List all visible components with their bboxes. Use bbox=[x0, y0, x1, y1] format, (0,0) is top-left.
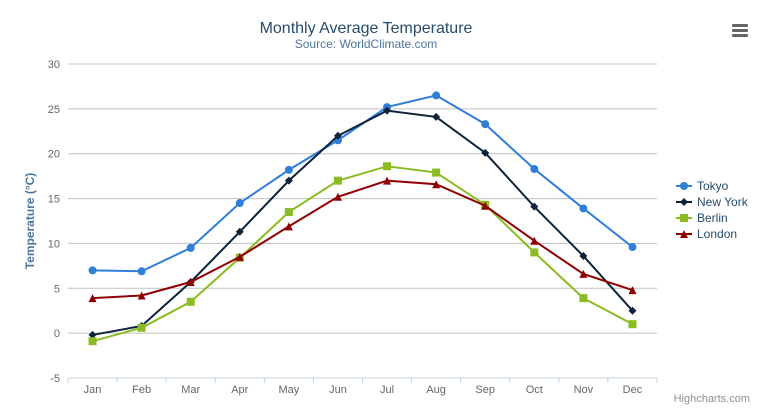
square-marker bbox=[530, 248, 539, 257]
triangle-marker bbox=[235, 252, 244, 261]
x-tick-label: Aug bbox=[426, 384, 446, 396]
circle-marker bbox=[235, 199, 244, 208]
x-tick-label: Feb bbox=[132, 384, 151, 396]
triangle-marker bbox=[432, 180, 441, 189]
diamond-marker bbox=[88, 330, 97, 339]
series-new-york bbox=[88, 106, 637, 339]
triangle-marker bbox=[383, 176, 392, 185]
chart-subtitle: Source: WorldClimate.com bbox=[295, 37, 438, 51]
circle-marker bbox=[530, 164, 539, 173]
y-tick-label: 0 bbox=[54, 328, 60, 340]
square-marker bbox=[432, 168, 441, 177]
triangle-marker bbox=[680, 230, 688, 238]
square-marker bbox=[284, 208, 293, 217]
legend-item[interactable]: Tokyo bbox=[676, 179, 729, 193]
circle-marker bbox=[680, 182, 688, 190]
x-axis: Jan Feb Mar Apr May Jun Jul Aug Sep Oct Nov Dec bbox=[67, 377, 658, 396]
legend-label: London bbox=[697, 227, 737, 241]
x-tick-label: Nov bbox=[574, 384, 594, 396]
circle-marker bbox=[481, 120, 490, 129]
triangle-marker bbox=[186, 278, 195, 287]
square-marker bbox=[88, 337, 97, 346]
series-line bbox=[92, 165, 633, 343]
circle-marker bbox=[186, 243, 195, 252]
y-tick-label: 25 bbox=[48, 104, 60, 116]
triangle-marker bbox=[333, 192, 342, 201]
diamond-marker bbox=[333, 131, 342, 140]
y-tick-label: 15 bbox=[48, 194, 60, 206]
x-tick-label: Sep bbox=[475, 384, 495, 396]
circle-marker bbox=[628, 243, 637, 252]
square-marker bbox=[628, 320, 637, 329]
legend-item[interactable]: Berlin bbox=[676, 211, 728, 225]
x-tick-label: Dec bbox=[623, 384, 643, 396]
square-marker bbox=[383, 162, 392, 171]
chart-title: Monthly Average Temperature bbox=[260, 20, 473, 37]
x-tick-label: Jul bbox=[380, 384, 394, 396]
circle-marker bbox=[284, 165, 293, 174]
square-marker bbox=[137, 323, 146, 332]
series-line bbox=[92, 94, 634, 273]
legend: Tokyo New York Berlin London bbox=[676, 179, 749, 241]
triangle-marker bbox=[137, 291, 146, 300]
x-tick-label: Jun bbox=[329, 384, 347, 396]
y-tick-label: 30 bbox=[48, 59, 60, 71]
credits-link[interactable]: Highcharts.com bbox=[674, 393, 750, 405]
square-marker bbox=[333, 176, 342, 185]
series-london bbox=[88, 176, 637, 303]
y-axis: -5 0 5 10 15 20 25 30 bbox=[48, 59, 60, 385]
circle-marker bbox=[88, 266, 97, 275]
x-tick-label: Oct bbox=[526, 384, 543, 396]
diamond-marker bbox=[432, 112, 441, 121]
triangle-marker bbox=[579, 269, 588, 278]
series-tokyo bbox=[88, 91, 637, 276]
diamond-marker bbox=[579, 251, 588, 260]
legend-label: New York bbox=[697, 195, 749, 209]
diamond-marker bbox=[284, 176, 293, 185]
diamond-marker bbox=[680, 198, 688, 206]
series-line bbox=[92, 109, 634, 336]
y-tick-label: 10 bbox=[48, 238, 60, 250]
y-axis-title: Temperature (°C) bbox=[23, 173, 37, 270]
diamond-marker bbox=[530, 202, 539, 211]
diamond-marker bbox=[383, 106, 392, 115]
x-tick-label: Mar bbox=[181, 384, 200, 396]
x-tick-label: Jan bbox=[84, 384, 102, 396]
hamburger-menu-icon[interactable] bbox=[732, 23, 748, 37]
y-tick-label: 20 bbox=[48, 149, 60, 161]
legend-label: Berlin bbox=[697, 211, 728, 225]
legend-item[interactable]: London bbox=[676, 227, 737, 241]
circle-marker bbox=[137, 267, 146, 276]
circle-marker bbox=[579, 204, 588, 213]
triangle-marker bbox=[88, 294, 97, 303]
x-tick-label: May bbox=[278, 384, 299, 396]
square-marker bbox=[579, 294, 588, 303]
y-tick-label: 5 bbox=[54, 283, 60, 295]
series-line bbox=[92, 179, 633, 300]
x-tick-label: Apr bbox=[231, 384, 248, 396]
square-marker bbox=[680, 214, 688, 222]
triangle-marker bbox=[628, 286, 637, 295]
series-group bbox=[88, 91, 637, 346]
triangle-marker bbox=[284, 222, 293, 231]
diamond-marker bbox=[235, 227, 244, 236]
y-tick-label: -5 bbox=[50, 373, 60, 385]
legend-label: Tokyo bbox=[697, 179, 729, 193]
grid bbox=[68, 63, 657, 379]
diamond-marker bbox=[628, 306, 637, 315]
legend-item[interactable]: New York bbox=[676, 195, 749, 209]
diamond-marker bbox=[481, 148, 490, 157]
circle-marker bbox=[432, 91, 441, 100]
triangle-marker bbox=[481, 201, 490, 210]
square-marker bbox=[186, 297, 195, 306]
triangle-marker bbox=[530, 236, 539, 245]
